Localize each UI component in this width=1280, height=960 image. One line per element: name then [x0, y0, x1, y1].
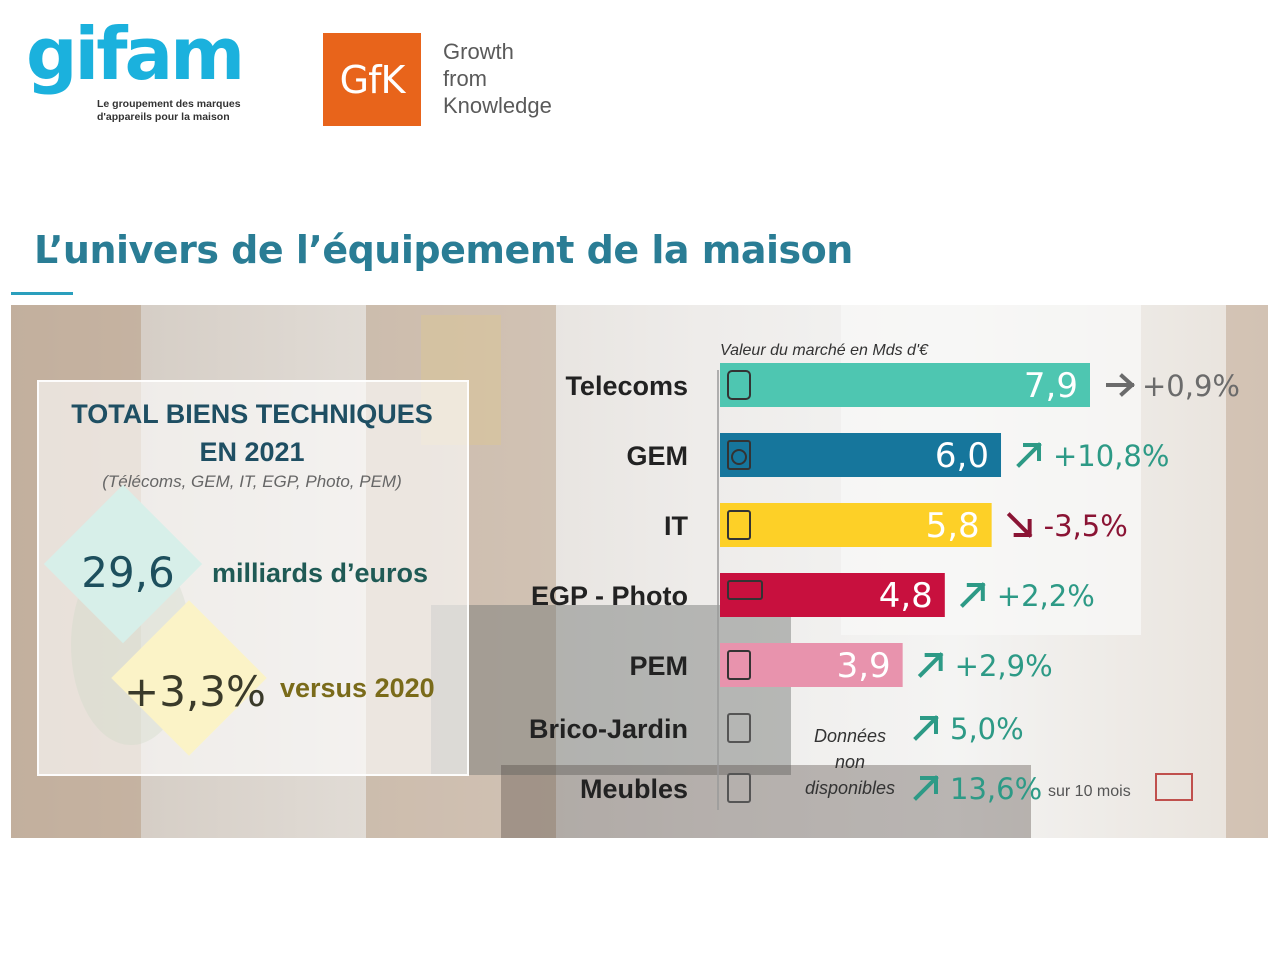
missing-data-note: Données — [814, 726, 886, 746]
change-label: -3,5% — [1044, 509, 1128, 543]
cabinet-icon-shape — [727, 773, 751, 803]
vacuum-icon-shape — [727, 650, 751, 680]
gifam-tagline-line-2: d'appareils pour la maison — [97, 111, 230, 123]
laptop-icon — [727, 510, 751, 540]
up-arrow-icon — [959, 582, 986, 608]
value-axis-label: Valeur du marché en Mds d'€ — [720, 342, 929, 359]
drill-icon-shape — [727, 713, 751, 743]
missing-data-note: non — [835, 752, 865, 772]
missing-data-note: disponibles — [805, 778, 895, 798]
change-label: +0,9% — [1142, 369, 1240, 403]
gfk-tagline: Growth from Knowledge — [443, 38, 552, 119]
summary-heading-line-2: EN 2021 — [199, 437, 305, 467]
category-label: GEM — [626, 441, 688, 471]
tv-icon-shape — [727, 580, 763, 600]
phone-icon-shape — [727, 370, 751, 400]
gfk-logo: GfK — [339, 58, 406, 102]
change-label: 5,0% — [950, 712, 1024, 746]
sofa — [431, 605, 791, 775]
brick-wall-right — [1226, 305, 1268, 838]
bar — [720, 363, 1090, 407]
up-arrow-icon — [913, 775, 939, 801]
category-label: Meubles — [580, 774, 688, 804]
bar-value-label: 5,8 — [926, 506, 980, 546]
gfk-logo-box — [323, 33, 421, 126]
category-label: PEM — [629, 651, 688, 681]
bar-value-label: 6,0 — [935, 436, 989, 476]
total-unit: milliards d’euros — [212, 558, 429, 588]
summary-heading-line-1: TOTAL BIENS TECHNIQUES — [71, 399, 433, 429]
bar-value-label: 4,8 — [879, 576, 933, 616]
gifam-tagline: Le groupement des marques d'appareils po… — [97, 98, 241, 124]
bar — [720, 503, 992, 547]
vacuum-icon — [727, 650, 751, 680]
total-value: 29,6 — [81, 548, 175, 597]
category-label: Brico-Jardin — [529, 714, 688, 744]
gifam-logo: gifam — [26, 12, 245, 96]
gfk-tagline-line-1: Growth — [443, 39, 514, 64]
up-arrow-icon — [917, 652, 944, 678]
gfk-tagline-line-2: from — [443, 66, 487, 91]
change-label: 13,6% — [950, 772, 1042, 806]
title-underline — [11, 292, 73, 295]
chart-rows: Telecoms 7,9 +0,9% GEM 6,0 +10,8% IT 5,8 -3,5% EG… — [529, 363, 1240, 806]
drum — [731, 449, 747, 465]
ipea-logo-icon — [1155, 773, 1193, 801]
coffee-table — [501, 765, 1031, 838]
category-label: EGP - Photo — [531, 581, 688, 611]
growth-value: +3,3% — [124, 667, 266, 716]
drill-icon — [727, 713, 751, 743]
market-value-bar-chart: Valeur du marché en Mds d'€ Telecoms 7,9 +… — [529, 342, 1240, 810]
change-label: +10,8% — [1053, 439, 1169, 473]
cabinet-icon — [727, 773, 751, 803]
laptop-icon-shape — [727, 510, 751, 540]
meubles-period-note: sur 10 mois — [1048, 783, 1131, 800]
bar-value-label: 3,9 — [837, 646, 891, 686]
down-arrow-icon — [1006, 512, 1033, 538]
gifam-tagline-line-1: Le groupement des marques — [97, 98, 241, 110]
up-arrow-icon — [1016, 442, 1042, 468]
growth-unit: versus 2020 — [280, 673, 435, 703]
washing-machine-icon-shape — [727, 440, 751, 470]
change-label: +2,2% — [997, 579, 1095, 613]
tv-icon — [727, 580, 763, 600]
up-arrow-icon — [913, 715, 939, 741]
gfk-tagline-line-3: Knowledge — [443, 93, 552, 118]
bar — [720, 433, 1002, 477]
bar-value-label: 7,9 — [1024, 366, 1078, 406]
summary-heading: TOTAL BIENS TECHNIQUES EN 2021 — [37, 395, 467, 471]
change-label: +2,9% — [955, 649, 1053, 683]
category-label: IT — [664, 511, 689, 541]
page-title: L’univers de l’équipement de la maison — [34, 228, 853, 272]
summary-subtitle: (Télécoms, GEM, IT, EGP, Photo, PEM) — [102, 472, 402, 491]
washing-machine-icon — [727, 440, 751, 470]
category-label: Telecoms — [565, 371, 688, 401]
flat-arrow-icon — [1106, 373, 1135, 397]
phone-icon — [727, 370, 751, 400]
